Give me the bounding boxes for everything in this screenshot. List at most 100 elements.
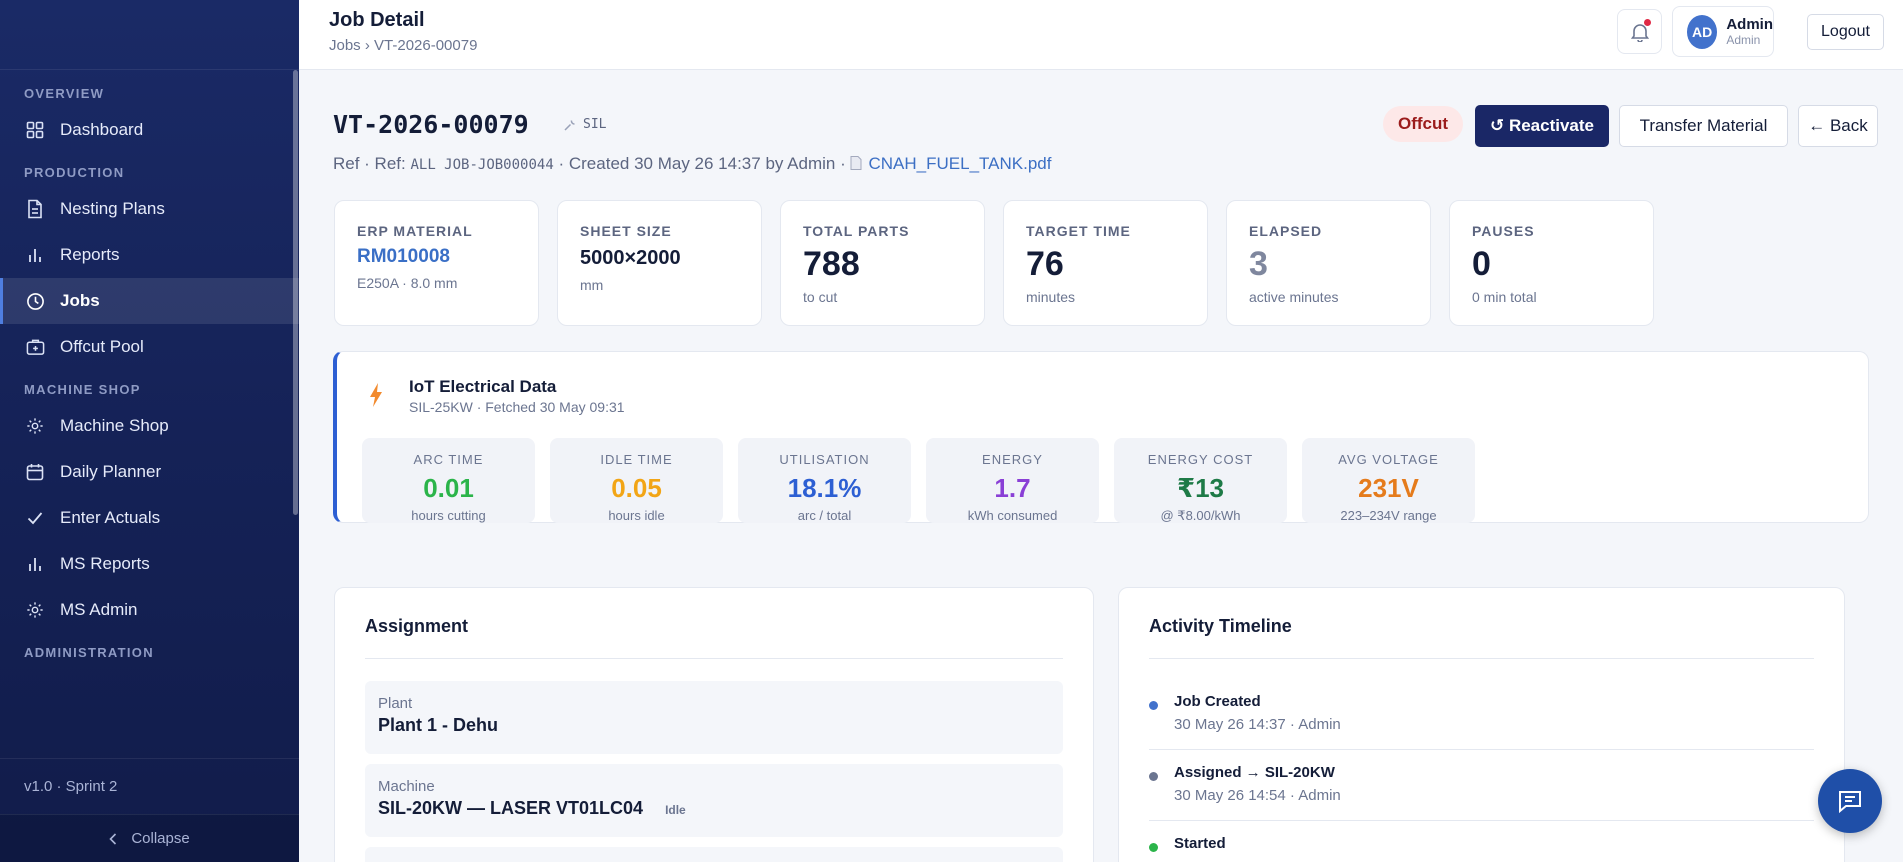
sidebar-item-label: MS Admin (60, 600, 138, 619)
bar-chart-icon (24, 244, 46, 266)
bell-icon (1630, 22, 1649, 42)
sidebar-brand (0, 0, 299, 70)
timeline-item: Started (1149, 821, 1814, 862)
erp-material-link[interactable]: RM010008 (357, 246, 450, 267)
plant-field: Plant Plant 1 - Dehu (365, 681, 1063, 754)
ref-code: ALL JOB-JOB000044 (410, 157, 554, 173)
timeline-item: Assigned → SIL-20KW 30 May 26 14:54 · Ad… (1149, 750, 1814, 821)
sidebar-item-label: MS Reports (60, 554, 150, 573)
stat-label: PAUSES (1472, 223, 1535, 239)
file-icon (850, 156, 862, 170)
status-badge: Offcut (1383, 106, 1463, 142)
sidebar-item-label: Dashboard (60, 120, 144, 139)
machine-name: SIL-20KW — LASER VT01LC04 (378, 798, 644, 818)
metric-sub: kWh consumed (967, 508, 1058, 523)
iot-card: IoT Electrical Data SIL-25KW · Fetched 3… (333, 351, 1869, 523)
metric-sub: hours cutting (411, 508, 486, 523)
metric-label: AVG VOLTAGE (1338, 452, 1439, 467)
sidebar-item-reports[interactable]: Reports (0, 232, 299, 278)
sidebar-item-label: Enter Actuals (60, 508, 161, 527)
user-menu[interactable]: AD Admin Admin (1672, 6, 1774, 57)
timeline-sub: 30 May 26 14:37 · Admin (1174, 716, 1341, 733)
transfer-material-button[interactable]: Transfer Material (1619, 105, 1788, 147)
stat-card-erp-material: ERP MATERIAL RM010008 E250A · 8.0 mm (334, 200, 539, 326)
metric-sub: hours idle (608, 508, 665, 523)
sidebar-item-label: Jobs (60, 291, 100, 310)
user-name: Admin (1726, 16, 1773, 33)
nav-section-production: PRODUCTION (24, 165, 125, 180)
back-button[interactable]: ← Back (1798, 105, 1878, 147)
panel-title: Assignment (365, 616, 469, 636)
metric-label: ENERGY (982, 452, 1043, 467)
ref-prefix: Ref · Ref: (333, 154, 411, 173)
metric-value: 1.7 (994, 473, 1031, 503)
job-id: VT-2026-00079 (333, 110, 529, 139)
stat-label: TARGET TIME (1026, 223, 1131, 239)
collapse-label: Collapse (131, 830, 190, 847)
gear-icon (24, 599, 46, 621)
sidebar-item-machine-shop[interactable]: Machine Shop (0, 403, 299, 449)
timeline-title: Job Created (1174, 693, 1261, 710)
logout-button[interactable]: Logout (1807, 14, 1884, 50)
metric-value: 0.05 (611, 473, 662, 503)
timeline-title: Assigned → SIL-20KW (1174, 764, 1335, 781)
notification-dot (1644, 19, 1651, 26)
stat-label: ELAPSED (1249, 223, 1323, 239)
stat-sub: mm (580, 277, 604, 293)
sidebar-item-dashboard[interactable]: Dashboard (0, 107, 299, 153)
stat-card-pauses: PAUSES 0 0 min total (1449, 200, 1654, 326)
metric-value: ₹13 (1176, 473, 1224, 503)
iot-title: IoT Electrical Data (409, 377, 557, 396)
sidebar-item-label: Nesting Plans (60, 199, 165, 218)
metric-avg-voltage: AVG VOLTAGE 231V 223–234V range (1302, 438, 1475, 523)
stat-sub: to cut (803, 289, 838, 305)
page-title: Job Detail (329, 9, 425, 31)
metric-label: UTILISATION (779, 452, 870, 467)
collapse-button[interactable]: Collapse (0, 814, 299, 862)
job-meta: Ref · Ref: ALL JOB-JOB000044 · Created 3… (333, 154, 1051, 174)
sidebar-item-nesting-plans[interactable]: Nesting Plans (0, 186, 299, 232)
stat-value: 0 (1472, 245, 1491, 283)
sidebar-scrollbar[interactable] (293, 70, 298, 515)
sidebar-item-enter-actuals[interactable]: Enter Actuals (0, 495, 299, 541)
created-info: · Created 30 May 26 14:37 by Admin · (553, 154, 851, 173)
calendar-icon (24, 461, 46, 483)
stat-value: 76 (1026, 245, 1064, 283)
stat-sub: minutes (1026, 289, 1076, 305)
chat-icon (1837, 788, 1863, 814)
attachment-link[interactable]: CNAH_FUEL_TANK.pdf (868, 154, 1052, 173)
metric-value: 231V (1358, 473, 1419, 503)
metric-energy-cost: ENERGY COST ₹13 @ ₹8.00/kWh (1114, 438, 1287, 523)
app-version: v1.0 · Sprint 2 (0, 758, 299, 814)
field-label: Machine (378, 778, 435, 795)
bar-chart-icon (24, 553, 46, 575)
nav-section-administration: ADMINISTRATION (24, 645, 154, 660)
stat-card-target-time: TARGET TIME 76 minutes (1003, 200, 1208, 326)
breadcrumb[interactable]: Jobs › VT-2026-00079 (329, 37, 478, 54)
field-label: Plant (378, 695, 413, 712)
metric-label: ENERGY COST (1147, 452, 1254, 467)
machine-tag-label: SIL (583, 117, 607, 132)
gear-icon (24, 415, 46, 437)
stat-sub: E250A · 8.0 mm (357, 275, 458, 291)
lightning-icon (369, 383, 383, 412)
activity-timeline-panel: Activity Timeline Job Created 30 May 26 … (1118, 587, 1845, 862)
divider (1149, 658, 1814, 659)
sidebar-item-daily-planner[interactable]: Daily Planner (0, 449, 299, 495)
timeline-dot (1149, 772, 1158, 781)
sidebar-item-ms-admin[interactable]: MS Admin (0, 587, 299, 633)
stat-sub: active minutes (1249, 289, 1339, 305)
box-icon (24, 336, 46, 358)
chat-button[interactable] (1818, 769, 1882, 833)
metric-sub: arc / total (797, 508, 852, 523)
sidebar-item-jobs[interactable]: Jobs (0, 278, 299, 324)
notifications-button[interactable] (1617, 9, 1662, 54)
document-icon (24, 198, 46, 220)
sidebar: OVERVIEW Dashboard PRODUCTION Nesting Pl… (0, 0, 299, 862)
sidebar-item-offcut-pool[interactable]: Offcut Pool (0, 324, 299, 370)
sidebar-item-label: Machine Shop (60, 416, 169, 435)
sidebar-item-ms-reports[interactable]: MS Reports (0, 541, 299, 587)
reactivate-button[interactable]: ↺ Reactivate (1475, 105, 1609, 147)
stat-value: 5000×2000 (580, 247, 681, 269)
wrench-icon (563, 118, 577, 132)
